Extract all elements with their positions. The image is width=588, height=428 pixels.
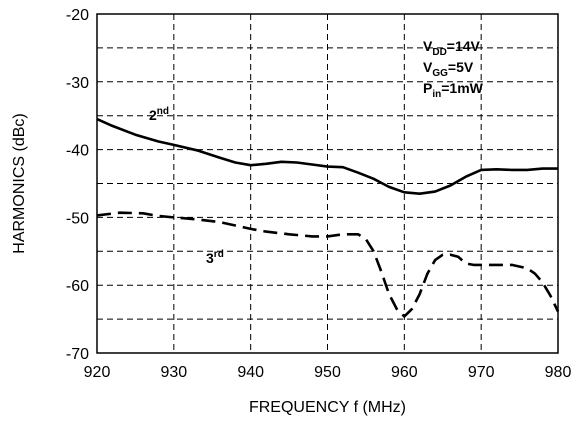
series-group	[96, 117, 560, 318]
series-label-3rd: 3rd	[206, 249, 224, 266]
y-tick--30: -30	[66, 75, 89, 92]
grid-lines	[97, 14, 558, 353]
x-tick-920: 920	[84, 364, 111, 381]
series-line-2nd	[96, 117, 558, 195]
plot-frame	[96, 13, 559, 354]
pin-condition: Pin=1mW	[423, 80, 484, 100]
vgg-condition: VGG=5V	[423, 59, 474, 79]
x-axis-label: FREQUENCY f (MHz)	[249, 399, 406, 416]
y-tick--60: -60	[66, 278, 89, 295]
y-tick--40: -40	[66, 143, 89, 160]
y-tick-labels: -20 -30 -40 -50 -60 -70	[66, 7, 89, 363]
x-tick-930: 930	[160, 364, 187, 381]
y-tick--20: -20	[66, 7, 89, 24]
x-tick-980: 980	[545, 364, 572, 381]
y-tick--50: -50	[66, 210, 89, 227]
y-tick--70: -70	[66, 346, 89, 363]
y-axis-label: HARMONICS (dBc)	[11, 113, 28, 253]
x-tick-960: 960	[391, 364, 418, 381]
x-tick-970: 970	[468, 364, 495, 381]
x-tick-940: 940	[237, 364, 264, 381]
series-line-3rd	[96, 211, 560, 318]
x-tick-labels: 920 930 940 950 960 970 980	[84, 364, 572, 381]
x-tick-950: 950	[314, 364, 341, 381]
vdd-condition: VDD=14V	[423, 38, 481, 58]
series-label-2nd: 2nd	[149, 106, 169, 123]
